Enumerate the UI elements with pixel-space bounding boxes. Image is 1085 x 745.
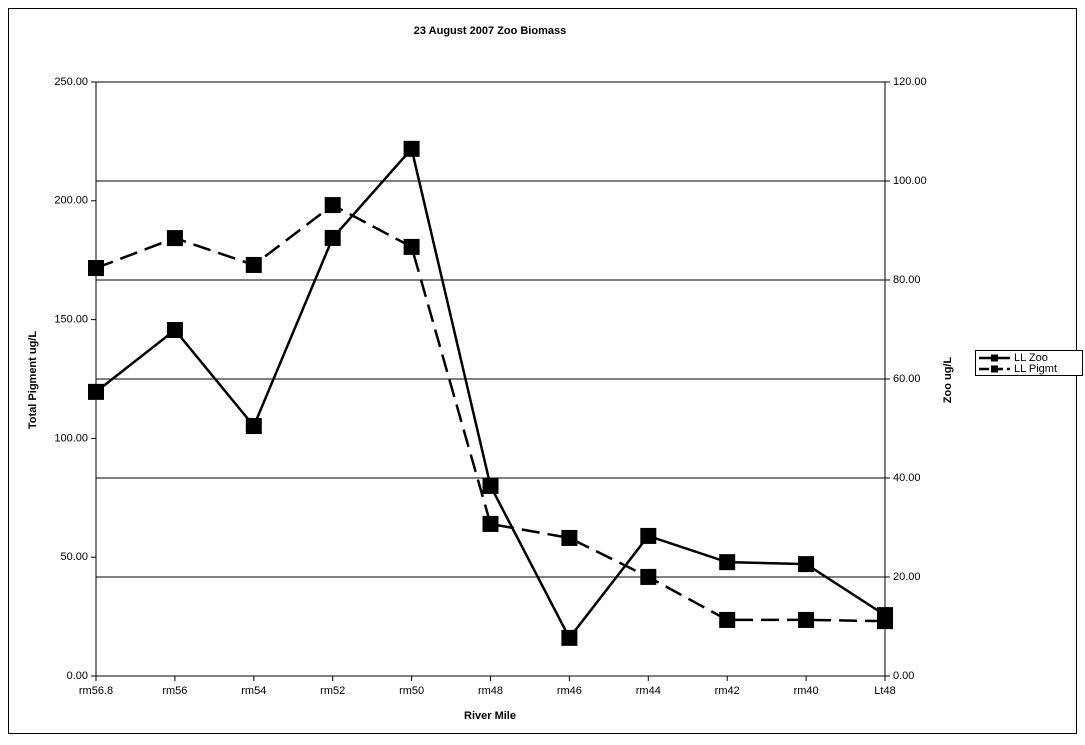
x-tick-label: rm50 xyxy=(399,685,424,697)
series-line xyxy=(95,203,886,623)
x-axis-title: River Mile xyxy=(464,710,516,722)
marker xyxy=(88,260,104,277)
y-tick-label: 200.00 xyxy=(54,195,88,207)
marker xyxy=(324,197,341,214)
x-tick-label: rm46 xyxy=(557,685,582,697)
x-tick-label: rm48 xyxy=(478,685,503,697)
marker xyxy=(403,140,420,157)
marker xyxy=(719,554,736,571)
legend-marker xyxy=(991,365,998,373)
x-tick-label: rm42 xyxy=(715,685,740,697)
marker xyxy=(640,527,657,544)
y2-tick-label: 100.00 xyxy=(893,175,927,187)
marker xyxy=(166,321,183,338)
marker xyxy=(561,629,578,646)
marker xyxy=(482,477,499,494)
x-tick-label: rm54 xyxy=(241,685,266,697)
marker xyxy=(88,383,104,400)
y2-tick-label: 40.00 xyxy=(893,472,921,484)
marker xyxy=(561,529,578,546)
marker xyxy=(245,418,262,435)
y2-tick-label: 20.00 xyxy=(893,571,921,583)
marker xyxy=(245,256,262,273)
marker xyxy=(798,611,815,628)
y-tick-label: 150.00 xyxy=(54,314,88,326)
y-tick-label: 50.00 xyxy=(60,551,88,563)
x-tick-label: rm52 xyxy=(320,685,345,697)
marker xyxy=(403,238,420,255)
legend-label: LL Zoo xyxy=(1014,352,1048,364)
x-tick-label: rm56.8 xyxy=(79,685,113,697)
marker xyxy=(482,515,499,532)
marker xyxy=(798,556,815,573)
y2-tick-label: 120.00 xyxy=(893,76,927,88)
y2-tick-label: 0.00 xyxy=(893,670,914,682)
marker xyxy=(877,613,893,630)
y-tick-label: 250.00 xyxy=(54,76,88,88)
x-tick-label: Lt48 xyxy=(874,685,895,697)
marker xyxy=(640,568,657,585)
y-tick-label: 100.00 xyxy=(54,432,88,444)
legend-marker xyxy=(991,354,998,362)
marker xyxy=(719,611,736,628)
y2-tick-label: 60.00 xyxy=(893,373,921,385)
marker xyxy=(166,230,183,247)
y-axis-title: Total Pigment ug/L xyxy=(27,331,39,429)
y2-axis-title: Zoo ug/L xyxy=(942,357,954,404)
chart-border xyxy=(8,8,1077,734)
x-tick-label: rm44 xyxy=(636,685,661,697)
marker xyxy=(324,229,341,246)
chart-title: 23 August 2007 Zoo Biomass xyxy=(414,25,566,37)
legend-label: LL Pigmt xyxy=(1014,363,1057,375)
x-tick-label: rm56 xyxy=(162,685,187,697)
y2-tick-label: 80.00 xyxy=(893,274,921,286)
y-tick-label: 0.00 xyxy=(67,670,88,682)
x-tick-label: rm40 xyxy=(794,685,819,697)
